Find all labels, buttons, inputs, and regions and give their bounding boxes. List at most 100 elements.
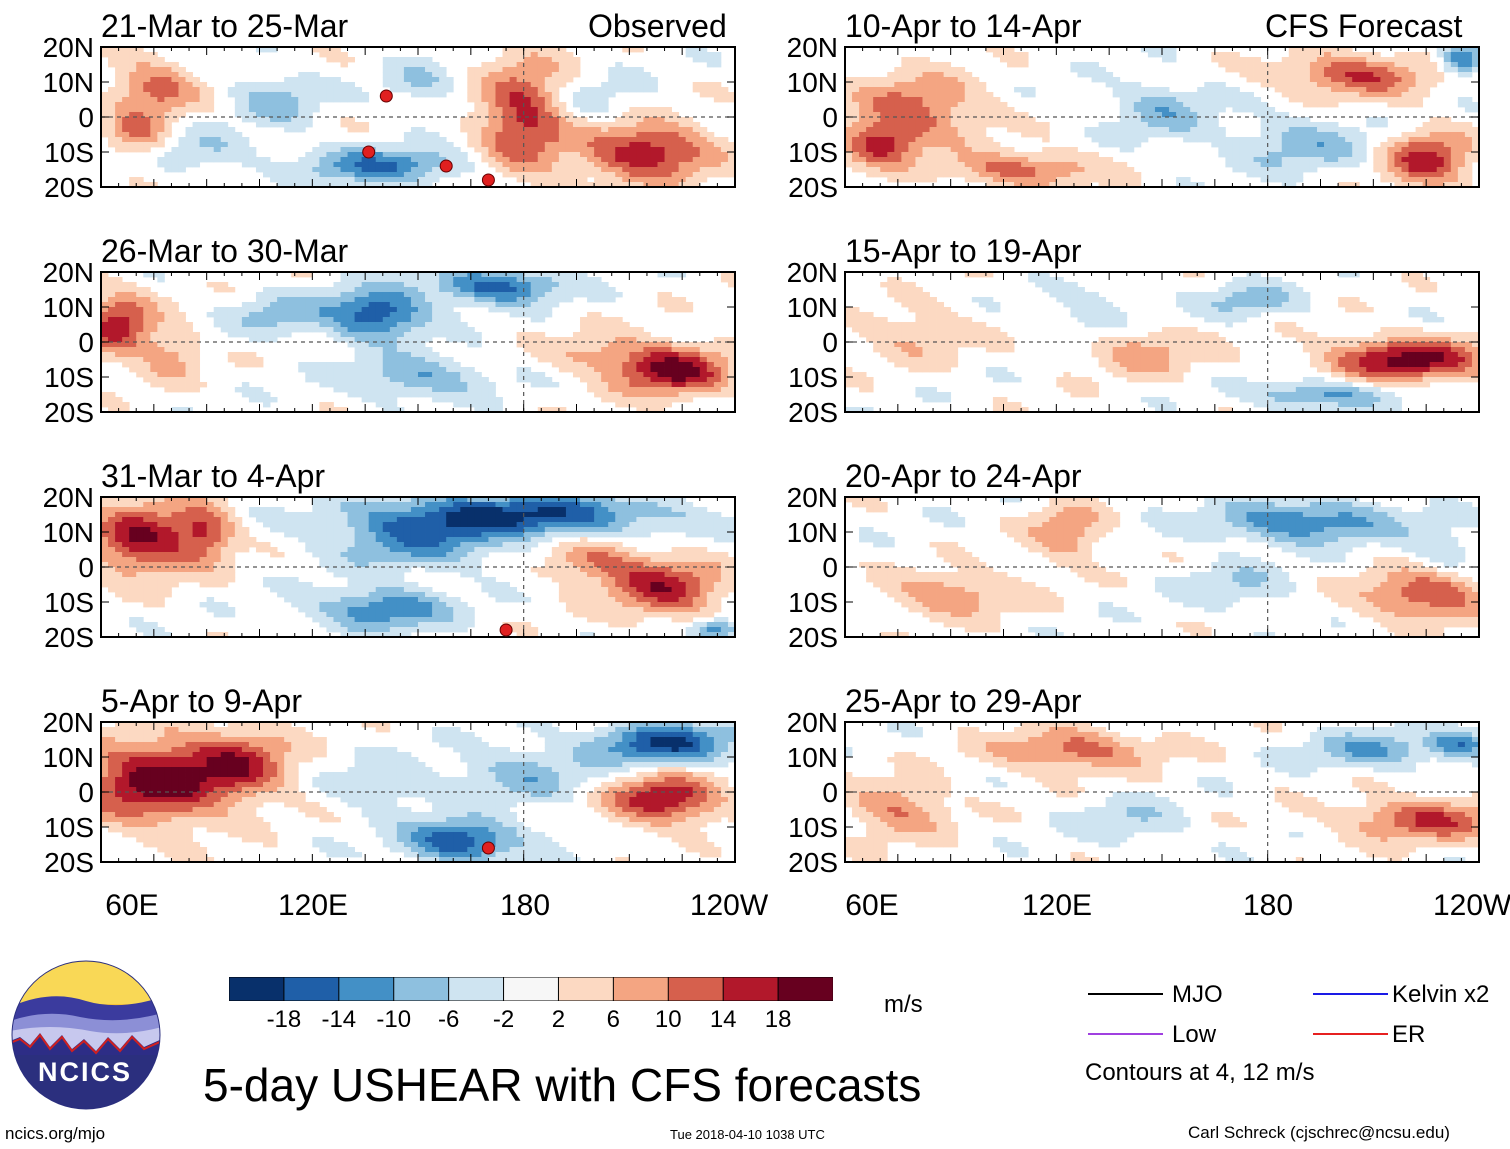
shear-cell bbox=[220, 507, 229, 513]
shear-cell bbox=[319, 177, 327, 183]
shear-cell bbox=[580, 127, 588, 133]
shear-cell bbox=[706, 512, 715, 518]
shear-cell bbox=[432, 362, 440, 368]
shear-cell bbox=[410, 62, 419, 68]
shear-cell bbox=[467, 527, 475, 533]
shear-cell bbox=[319, 287, 327, 293]
shear-cell bbox=[474, 507, 482, 513]
shear-cell bbox=[164, 122, 172, 128]
shear-cell bbox=[544, 562, 553, 568]
shear-cell bbox=[523, 137, 532, 143]
shear-cell bbox=[248, 357, 257, 363]
shear-cell bbox=[354, 582, 363, 588]
shear-cell bbox=[157, 342, 165, 348]
shear-cell bbox=[234, 527, 243, 533]
shear-cell bbox=[347, 572, 355, 578]
shear-cell bbox=[255, 87, 264, 93]
shear-cell bbox=[692, 152, 701, 158]
shear-cell bbox=[270, 312, 278, 318]
shear-cell bbox=[340, 327, 348, 333]
shear-cell bbox=[636, 117, 644, 123]
shear-cell bbox=[608, 87, 616, 93]
shear-cell bbox=[523, 147, 532, 153]
shear-cell bbox=[241, 107, 250, 113]
shear-cell bbox=[389, 352, 398, 358]
shear-cell bbox=[601, 392, 609, 398]
shear-cell bbox=[608, 397, 616, 403]
shear-cell bbox=[375, 167, 384, 173]
shear-cell bbox=[467, 72, 475, 78]
shear-cell bbox=[192, 352, 201, 358]
shear-cell bbox=[432, 67, 440, 73]
shear-cell bbox=[544, 347, 553, 353]
shear-cell bbox=[678, 592, 687, 598]
shear-cell bbox=[558, 107, 567, 113]
shear-cell bbox=[601, 587, 609, 593]
shear-cell bbox=[136, 177, 144, 183]
shear-cell bbox=[136, 287, 144, 293]
shear-cell bbox=[199, 577, 208, 583]
shear-cell bbox=[460, 512, 468, 518]
shear-cell bbox=[685, 367, 694, 373]
shear-cell bbox=[460, 497, 468, 503]
shear-cell bbox=[340, 532, 348, 538]
shear-cell bbox=[615, 147, 623, 153]
shear-cell bbox=[481, 382, 489, 388]
shear-cell bbox=[594, 357, 602, 363]
shear-cell bbox=[594, 342, 602, 348]
shear-cell bbox=[643, 402, 651, 408]
shear-cell bbox=[495, 592, 503, 598]
shear-cell bbox=[382, 157, 391, 163]
shear-cell bbox=[213, 607, 222, 613]
shear-cell bbox=[298, 122, 306, 128]
shear-cell bbox=[629, 572, 637, 578]
shear-cell bbox=[565, 602, 574, 608]
shear-cell bbox=[446, 557, 454, 563]
shear-cell bbox=[699, 152, 708, 158]
shear-cell bbox=[178, 142, 186, 148]
shear-cell bbox=[284, 117, 292, 123]
shear-cell bbox=[164, 557, 172, 563]
shear-cell bbox=[439, 87, 447, 93]
shear-cell bbox=[720, 517, 729, 523]
shear-cell bbox=[523, 332, 532, 338]
shear-cell bbox=[164, 537, 172, 543]
shear-cell bbox=[432, 322, 440, 328]
shear-cell bbox=[439, 287, 447, 293]
shear-cell bbox=[164, 567, 172, 573]
shear-cell bbox=[551, 137, 560, 143]
shear-cell bbox=[692, 622, 701, 628]
shear-cell bbox=[615, 322, 623, 328]
shear-cell bbox=[347, 87, 355, 93]
shear-cell bbox=[347, 127, 355, 133]
shear-cell bbox=[129, 347, 137, 353]
shear-cell bbox=[178, 407, 186, 413]
shear-cell bbox=[685, 567, 694, 573]
shear-cell bbox=[410, 127, 419, 133]
shear-cell bbox=[516, 157, 525, 163]
shear-cell bbox=[375, 502, 384, 508]
shear-cell bbox=[629, 587, 637, 593]
shear-cell bbox=[425, 172, 433, 178]
shear-cell bbox=[544, 182, 553, 188]
shear-cell bbox=[241, 312, 250, 318]
shear-cell bbox=[410, 277, 419, 283]
shear-cell bbox=[615, 122, 623, 128]
shear-cell bbox=[326, 307, 334, 313]
shear-cell bbox=[474, 97, 482, 103]
shear-cell bbox=[410, 87, 419, 93]
shear-cell bbox=[516, 307, 525, 313]
shear-cell bbox=[615, 382, 623, 388]
shear-cell bbox=[467, 282, 475, 288]
shear-cell bbox=[544, 497, 553, 503]
shear-cell bbox=[143, 357, 151, 363]
shear-cell bbox=[143, 332, 151, 338]
shear-cell bbox=[650, 577, 658, 583]
shear-cell bbox=[664, 352, 672, 358]
shear-cell bbox=[657, 592, 665, 598]
shear-cell bbox=[650, 362, 658, 368]
shear-cell bbox=[432, 507, 440, 513]
shear-cell bbox=[305, 162, 313, 168]
shear-cell bbox=[425, 612, 433, 618]
shear-cell bbox=[671, 302, 680, 308]
